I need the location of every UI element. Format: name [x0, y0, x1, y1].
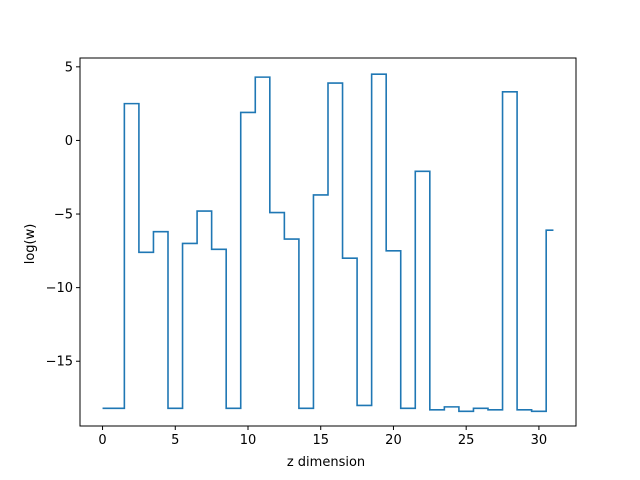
- y-tick-label: 0: [65, 134, 73, 149]
- y-tick-label: −5: [54, 208, 73, 223]
- x-tick-label: 20: [385, 433, 402, 448]
- plot-area: [102, 73, 554, 413]
- x-tick-label: 25: [458, 433, 475, 448]
- series-line: [102, 73, 554, 413]
- y-tick-label: −15: [46, 355, 73, 370]
- x-tick-label: 5: [171, 433, 179, 448]
- y-axis-label: log(w): [23, 224, 38, 265]
- x-tick-label: 15: [312, 433, 329, 448]
- x-tick-label: 0: [98, 433, 106, 448]
- axes: 0 5 10 15 20 25 30 5 0 −5 −10 −15: [46, 57, 577, 448]
- axes-frame: [79, 57, 577, 427]
- y-tick-label: 5: [65, 60, 73, 75]
- y-tick-label: −10: [46, 281, 73, 296]
- x-tick-label: 30: [531, 433, 548, 448]
- x-axis-label: z dimension: [287, 455, 365, 470]
- x-tick-label: 10: [240, 433, 257, 448]
